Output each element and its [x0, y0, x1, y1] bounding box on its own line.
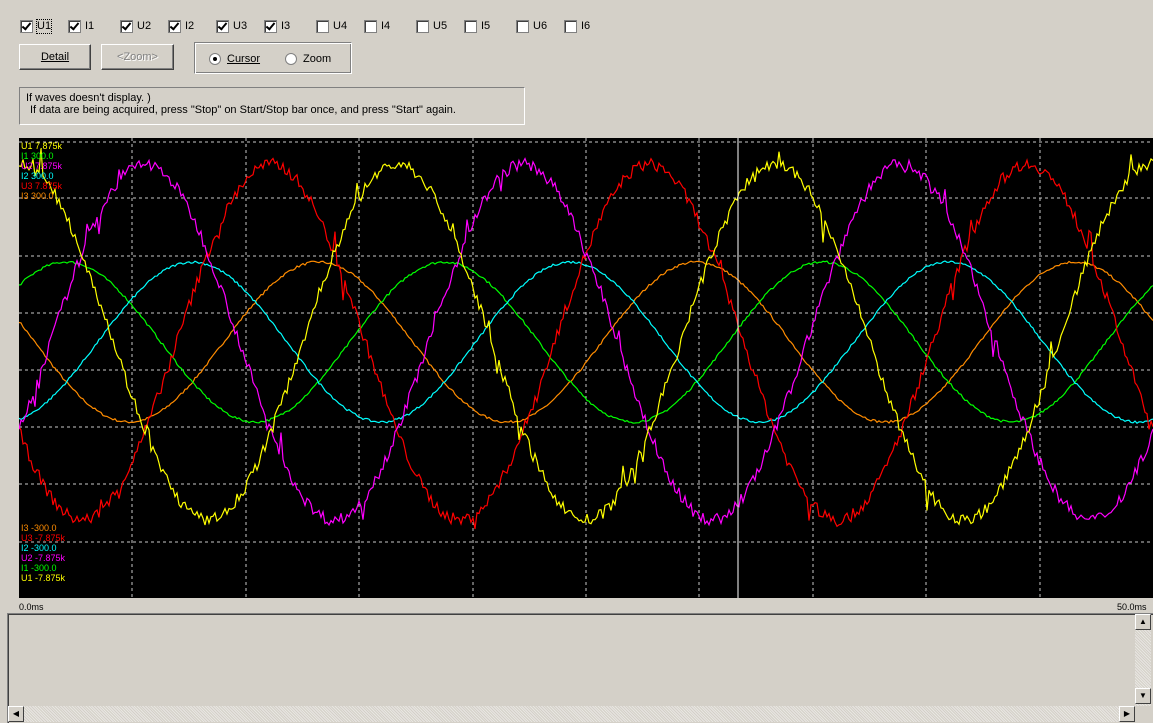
- waveform-u1: [18, 148, 1153, 526]
- channel-checkbox-u4[interactable]: U4: [316, 19, 347, 34]
- zoom-radio-label: Zoom: [303, 53, 332, 65]
- detail-button[interactable]: Detail: [19, 44, 91, 70]
- detail-panel: ▲ ▼ ◀ ▶: [7, 613, 1153, 723]
- checkbox-box: [216, 20, 229, 33]
- waveform-i2: [18, 260, 1153, 424]
- scale-label-bottom: I3 -300.0: [21, 523, 57, 533]
- cursor-radio-dot: [209, 53, 221, 65]
- checkbox-box: [516, 20, 529, 33]
- checkbox-box: [168, 20, 181, 33]
- cursor-radio[interactable]: Cursor: [209, 53, 260, 65]
- info-line-1: If waves doesn't display. ): [26, 92, 151, 104]
- channel-checkbox-i4[interactable]: I4: [364, 19, 390, 34]
- cursor-radio-label: Cursor: [227, 53, 261, 65]
- checkbox-label: I5: [481, 20, 491, 32]
- vertical-scrollbar[interactable]: [1135, 614, 1151, 706]
- scale-label-bottom: U2 -7.875k: [21, 553, 66, 563]
- zoom-radio-dot: [285, 53, 297, 65]
- channel-checkbox-u1[interactable]: U1: [20, 19, 53, 34]
- checkbox-label: U1: [35, 19, 53, 34]
- checkbox-box: [364, 20, 377, 33]
- checkbox-label: U3: [233, 20, 248, 32]
- scale-label-bottom: U1 -7.875k: [21, 573, 66, 583]
- channel-checkbox-i1[interactable]: I1: [68, 19, 94, 34]
- scale-label-top: U3 7.875k: [21, 181, 63, 191]
- horizontal-scrollbar[interactable]: [8, 706, 1135, 722]
- zoom-button[interactable]: <Zoom>: [101, 44, 174, 70]
- checkbox-box: [316, 20, 329, 33]
- time-axis-start: 0.0ms: [19, 602, 44, 612]
- checkbox-box: [564, 20, 577, 33]
- waveform-i3: [18, 260, 1153, 424]
- waveform-plot[interactable]: U1 7.875k I1 300.0 U2 7.875k I2 300.0 U3 7.8…: [18, 138, 1153, 598]
- checkbox-box: [20, 20, 33, 33]
- checkbox-label: I4: [381, 20, 391, 32]
- checkbox-box: [120, 20, 133, 33]
- checkbox-label: I2: [185, 20, 195, 32]
- info-line-2: If data are being acquired, press "Stop"…: [30, 104, 456, 116]
- scroll-down-button[interactable]: ▼: [1135, 688, 1151, 704]
- channel-checkbox-i3[interactable]: I3: [264, 19, 290, 34]
- checkbox-label: I3: [281, 20, 291, 32]
- waveform-u2: [18, 157, 1153, 527]
- checkbox-box: [464, 20, 477, 33]
- checkbox-box: [68, 20, 81, 33]
- scroll-up-button[interactable]: ▲: [1135, 614, 1151, 630]
- scroll-left-button[interactable]: ◀: [8, 706, 24, 722]
- channel-checkbox-u6[interactable]: U6: [516, 19, 547, 34]
- time-axis-end: 50.0ms: [1117, 602, 1147, 612]
- scale-label-top: I1 300.0: [21, 151, 54, 161]
- channel-checkbox-i6[interactable]: I6: [564, 19, 590, 34]
- checkbox-label: U6: [533, 20, 548, 32]
- channel-checkbox-i2[interactable]: I2: [168, 19, 194, 34]
- zoom-button-label: <Zoom>: [117, 51, 158, 63]
- info-message: If waves doesn't display. ) If data are …: [19, 87, 525, 125]
- checkbox-label: U2: [137, 20, 152, 32]
- scale-label-bottom: I1 -300.0: [21, 563, 57, 573]
- scale-label-top: I3 300.0: [21, 191, 54, 201]
- checkbox-label: U4: [333, 20, 348, 32]
- channel-checkbox-i5[interactable]: I5: [464, 19, 490, 34]
- checkbox-box: [264, 20, 277, 33]
- channel-checkbox-u2[interactable]: U2: [120, 19, 151, 34]
- waveform-i1: [18, 260, 1153, 424]
- mode-group: Cursor Zoom: [194, 42, 352, 74]
- checkbox-label: I6: [581, 20, 591, 32]
- channel-checkbox-u3[interactable]: U3: [216, 19, 247, 34]
- checkbox-label: U5: [433, 20, 448, 32]
- checkbox-label: I1: [85, 20, 95, 32]
- zoom-radio[interactable]: Zoom: [285, 53, 331, 65]
- channel-checkbox-u5[interactable]: U5: [416, 19, 447, 34]
- scroll-right-button[interactable]: ▶: [1119, 706, 1135, 722]
- scale-label-bottom: I2 -300.0: [21, 543, 57, 553]
- scale-label-top: I2 300.0: [21, 171, 54, 181]
- scale-label-top: U2 7.875k: [21, 161, 63, 171]
- scale-label-top: U1 7.875k: [21, 141, 63, 151]
- detail-button-label: Detail: [40, 51, 70, 63]
- checkbox-box: [416, 20, 429, 33]
- scale-label-bottom: U3 -7.875k: [21, 533, 66, 543]
